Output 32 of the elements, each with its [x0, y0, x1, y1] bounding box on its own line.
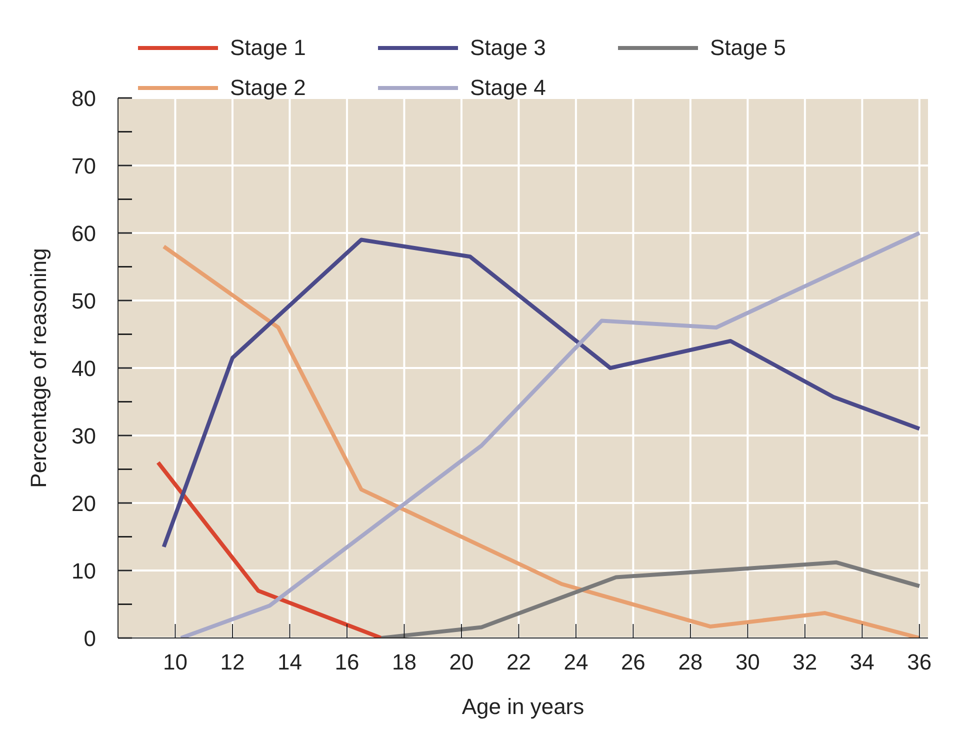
x-tick-label: 34	[850, 650, 874, 675]
line-series	[162, 238, 922, 549]
x-tick-label: 24	[564, 650, 588, 675]
y-axis-title: Percentage of reasoning	[26, 248, 51, 488]
x-tick-label: 28	[678, 650, 703, 675]
y-tick-label: 10	[72, 558, 96, 584]
legend-label: Stage 5	[710, 35, 786, 61]
legend-label: Stage 1	[230, 35, 306, 61]
x-tick-label: 26	[620, 650, 646, 675]
y-tick-label: 60	[72, 221, 96, 246]
x-tick-label: 12	[220, 650, 245, 675]
x-tick-label: 16	[334, 650, 360, 675]
x-tick-label: 14	[277, 650, 302, 675]
x-tick-label: 36	[907, 650, 932, 675]
x-tick-label: 22	[506, 650, 531, 675]
x-tick-label: 20	[449, 650, 474, 675]
y-tick-label: 30	[72, 424, 96, 448]
x-tick-label: 18	[392, 650, 416, 675]
line-series	[379, 560, 922, 638]
y-tick-label: 70	[72, 154, 96, 178]
legend-label: Stage 4	[470, 75, 546, 101]
legend-label: Stage 3	[470, 35, 546, 61]
y-tick-label: 80	[72, 86, 96, 111]
x-tick-label: 30	[735, 650, 760, 675]
x-axis-title: Age in years	[462, 694, 584, 719]
y-tick-label: 50	[72, 288, 96, 314]
legend-label: Stage 2	[230, 75, 306, 101]
y-tick-label: 40	[72, 356, 96, 381]
x-tick-label: 10	[163, 650, 188, 675]
x-tick-label: 32	[792, 650, 818, 675]
y-tick-label: 20	[72, 491, 96, 516]
y-tick-label: 0	[84, 626, 96, 651]
